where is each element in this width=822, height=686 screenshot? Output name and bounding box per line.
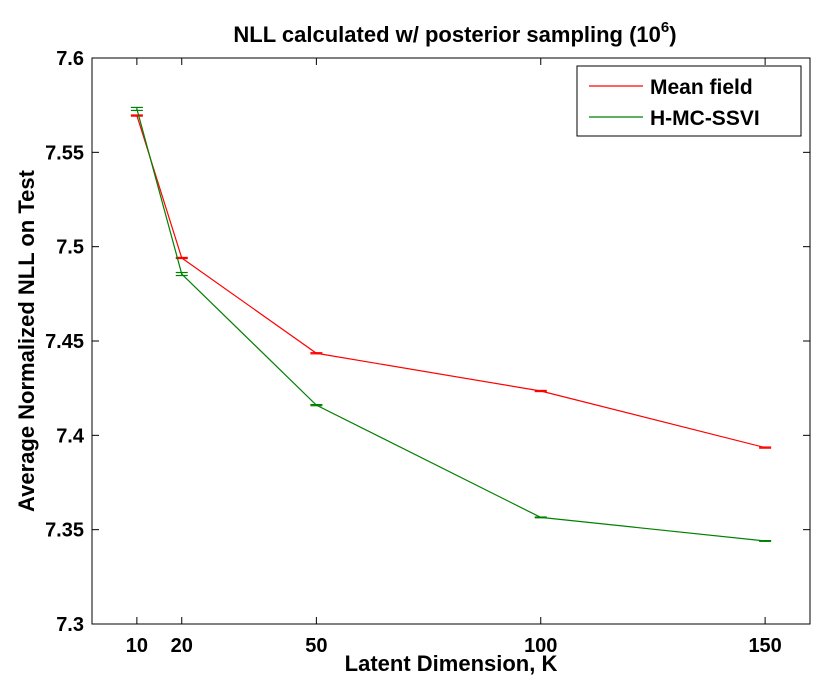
x-tick-label: 20 bbox=[171, 635, 193, 657]
legend-label-h-mc-ssvi: H-MC-SSVI bbox=[650, 107, 760, 130]
legend-label-mean-field: Mean field bbox=[650, 76, 753, 99]
legend: Mean field H-MC-SSVI bbox=[576, 65, 802, 137]
error-bar-mean-field bbox=[759, 446, 772, 449]
y-axis: 7.3 7.35 7.4 7.45 7.5 7.55 7.6 bbox=[45, 48, 810, 636]
x-axis: 10 20 50 100 150 bbox=[126, 58, 782, 657]
y-tick-label: 7.4 bbox=[56, 425, 85, 447]
y-tick-label: 7.45 bbox=[45, 331, 84, 353]
chart-title-superscript: 6 bbox=[661, 19, 669, 36]
plot-area-frame bbox=[91, 57, 811, 625]
chart-title-suffix: ) bbox=[669, 22, 676, 47]
chart-title: NLL calculated w/ posterior sampling (10… bbox=[233, 19, 676, 47]
error-bar-h-mc-ssvi bbox=[534, 516, 547, 519]
x-tick-label: 150 bbox=[748, 635, 781, 657]
error-bar-mean-field bbox=[130, 114, 143, 117]
series-line-h-mc-ssvi bbox=[136, 108, 766, 542]
y-tick-label: 7.6 bbox=[56, 48, 84, 70]
error-bar-mean-field bbox=[534, 389, 547, 393]
error-bar-h-mc-ssvi bbox=[175, 271, 188, 277]
error-bar-h-mc-ssvi bbox=[310, 403, 323, 407]
x-axis-title: Latent Dimension, K bbox=[345, 651, 558, 676]
y-tick-label: 7.5 bbox=[56, 237, 84, 259]
series-layer bbox=[130, 106, 772, 542]
x-tick-label: 50 bbox=[305, 635, 327, 657]
x-tick-label: 10 bbox=[126, 635, 148, 657]
x-tick-label: 100 bbox=[524, 635, 557, 657]
y-tick-label: 7.55 bbox=[45, 142, 84, 164]
series-line-mean-field bbox=[136, 115, 766, 449]
legend-box bbox=[576, 65, 802, 137]
y-axis-title: Average Normalized NLL on Test bbox=[14, 169, 39, 512]
error-bar-h-mc-ssvi bbox=[130, 106, 143, 112]
y-tick-label: 7.3 bbox=[56, 614, 84, 636]
y-tick-label: 7.35 bbox=[45, 520, 84, 542]
error-bar-mean-field bbox=[310, 352, 323, 355]
error-bar-h-mc-ssvi bbox=[759, 540, 772, 542]
